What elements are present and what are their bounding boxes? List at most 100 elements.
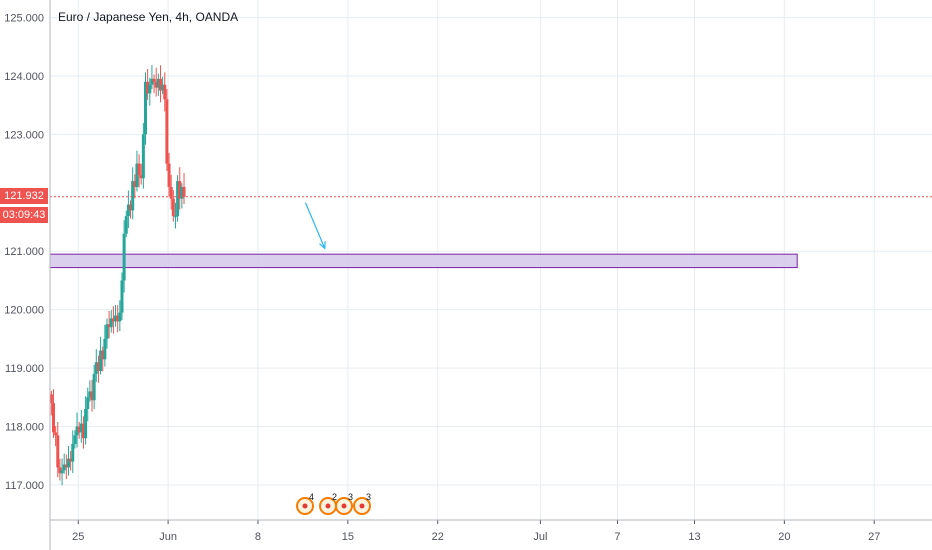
candle-body — [129, 204, 133, 211]
support-zone-rect[interactable] — [49, 253, 798, 269]
candle-body — [73, 435, 77, 445]
candle — [144, 72, 148, 145]
candle-body — [182, 186, 186, 197]
candle-body — [137, 163, 141, 176]
candle — [124, 210, 128, 238]
candle-body — [116, 315, 120, 322]
event-count: 3 — [348, 492, 353, 502]
candle-body — [163, 84, 167, 100]
x-tick-label: 8 — [255, 531, 261, 543]
candle-body — [94, 362, 98, 374]
candle — [131, 167, 135, 220]
projection-arrow[interactable] — [304, 202, 326, 250]
candle — [64, 454, 68, 480]
candle — [137, 154, 141, 188]
candle-body — [92, 373, 96, 401]
candle — [114, 304, 118, 327]
x-tick-label: 27 — [868, 531, 880, 543]
projection-line — [304, 202, 326, 249]
event-marker[interactable]: 3 — [353, 492, 371, 515]
candles-series — [49, 65, 186, 486]
candle-body — [176, 181, 180, 217]
event-marker[interactable]: 2 — [319, 492, 337, 515]
candle — [171, 190, 175, 222]
event-marker[interactable]: 4 — [296, 492, 314, 515]
candle — [126, 190, 130, 228]
candle-body — [169, 186, 173, 199]
y-tick-label: 119.000 — [5, 363, 44, 375]
candle-body — [120, 280, 124, 313]
candle — [158, 65, 162, 103]
candle-body — [69, 458, 73, 462]
candle — [122, 220, 126, 293]
candle-body — [150, 78, 154, 85]
events-row[interactable]: 4 2 3 3 — [296, 492, 371, 515]
candle — [105, 318, 109, 349]
candle-body — [165, 99, 169, 164]
event-dot — [341, 503, 347, 509]
event-count: 4 — [309, 492, 314, 502]
candle — [99, 336, 103, 375]
candle-body — [122, 233, 126, 281]
candle — [88, 380, 92, 402]
candle — [111, 306, 115, 334]
candle — [86, 387, 90, 422]
candle-body — [141, 134, 145, 179]
candle-body — [126, 204, 130, 217]
candle — [94, 349, 98, 383]
candle-body — [51, 403, 55, 433]
candle-body — [49, 394, 53, 404]
candle-body — [54, 432, 58, 436]
candle-body — [158, 78, 162, 91]
candle-body — [86, 397, 90, 409]
candle — [169, 174, 173, 210]
candle — [120, 272, 124, 320]
x-tick-label: 7 — [614, 531, 620, 543]
x-tick-label: Jun — [159, 531, 177, 543]
candle-body — [118, 312, 122, 322]
event-marker[interactable]: 3 — [335, 492, 353, 515]
candle — [118, 300, 122, 332]
candle — [152, 74, 156, 94]
event-count: 3 — [366, 492, 371, 502]
candle — [101, 346, 105, 372]
x-tick-label: 22 — [432, 531, 444, 543]
candle — [167, 152, 171, 197]
event-count: 2 — [332, 492, 337, 502]
chart-title: Euro / Japanese Yen, 4h, OANDA — [58, 10, 239, 24]
candle — [173, 202, 177, 229]
candle — [176, 175, 180, 222]
y-tick-label: 124.000 — [4, 71, 44, 83]
candle-body — [148, 84, 152, 94]
candle-body — [77, 426, 81, 433]
candle — [60, 458, 64, 486]
candle — [58, 458, 62, 481]
last-price-label: 121.932 — [0, 188, 48, 204]
candle-body — [154, 81, 158, 88]
candle-body — [144, 81, 148, 135]
candle — [49, 390, 53, 416]
candle — [90, 379, 94, 412]
candle — [180, 183, 184, 209]
candle — [81, 416, 85, 449]
candle — [163, 72, 167, 112]
x-tick-label: 15 — [342, 531, 354, 543]
candle-body — [99, 350, 103, 372]
candle — [182, 173, 186, 205]
candle-body — [71, 444, 75, 462]
x-tick-label: Jul — [533, 531, 547, 543]
candle — [79, 409, 83, 443]
candle-body — [107, 324, 111, 328]
event-dot — [325, 503, 331, 509]
bar-countdown-label: 03:09:43 — [0, 207, 48, 223]
candle-body — [62, 464, 66, 471]
candle — [92, 364, 96, 410]
candle — [84, 396, 88, 445]
candle-body — [171, 198, 175, 217]
candle — [71, 430, 75, 473]
candle-body — [133, 181, 137, 187]
candle — [103, 324, 107, 367]
zone-layer — [49, 253, 798, 269]
y-tick-label: 118.000 — [5, 422, 44, 434]
